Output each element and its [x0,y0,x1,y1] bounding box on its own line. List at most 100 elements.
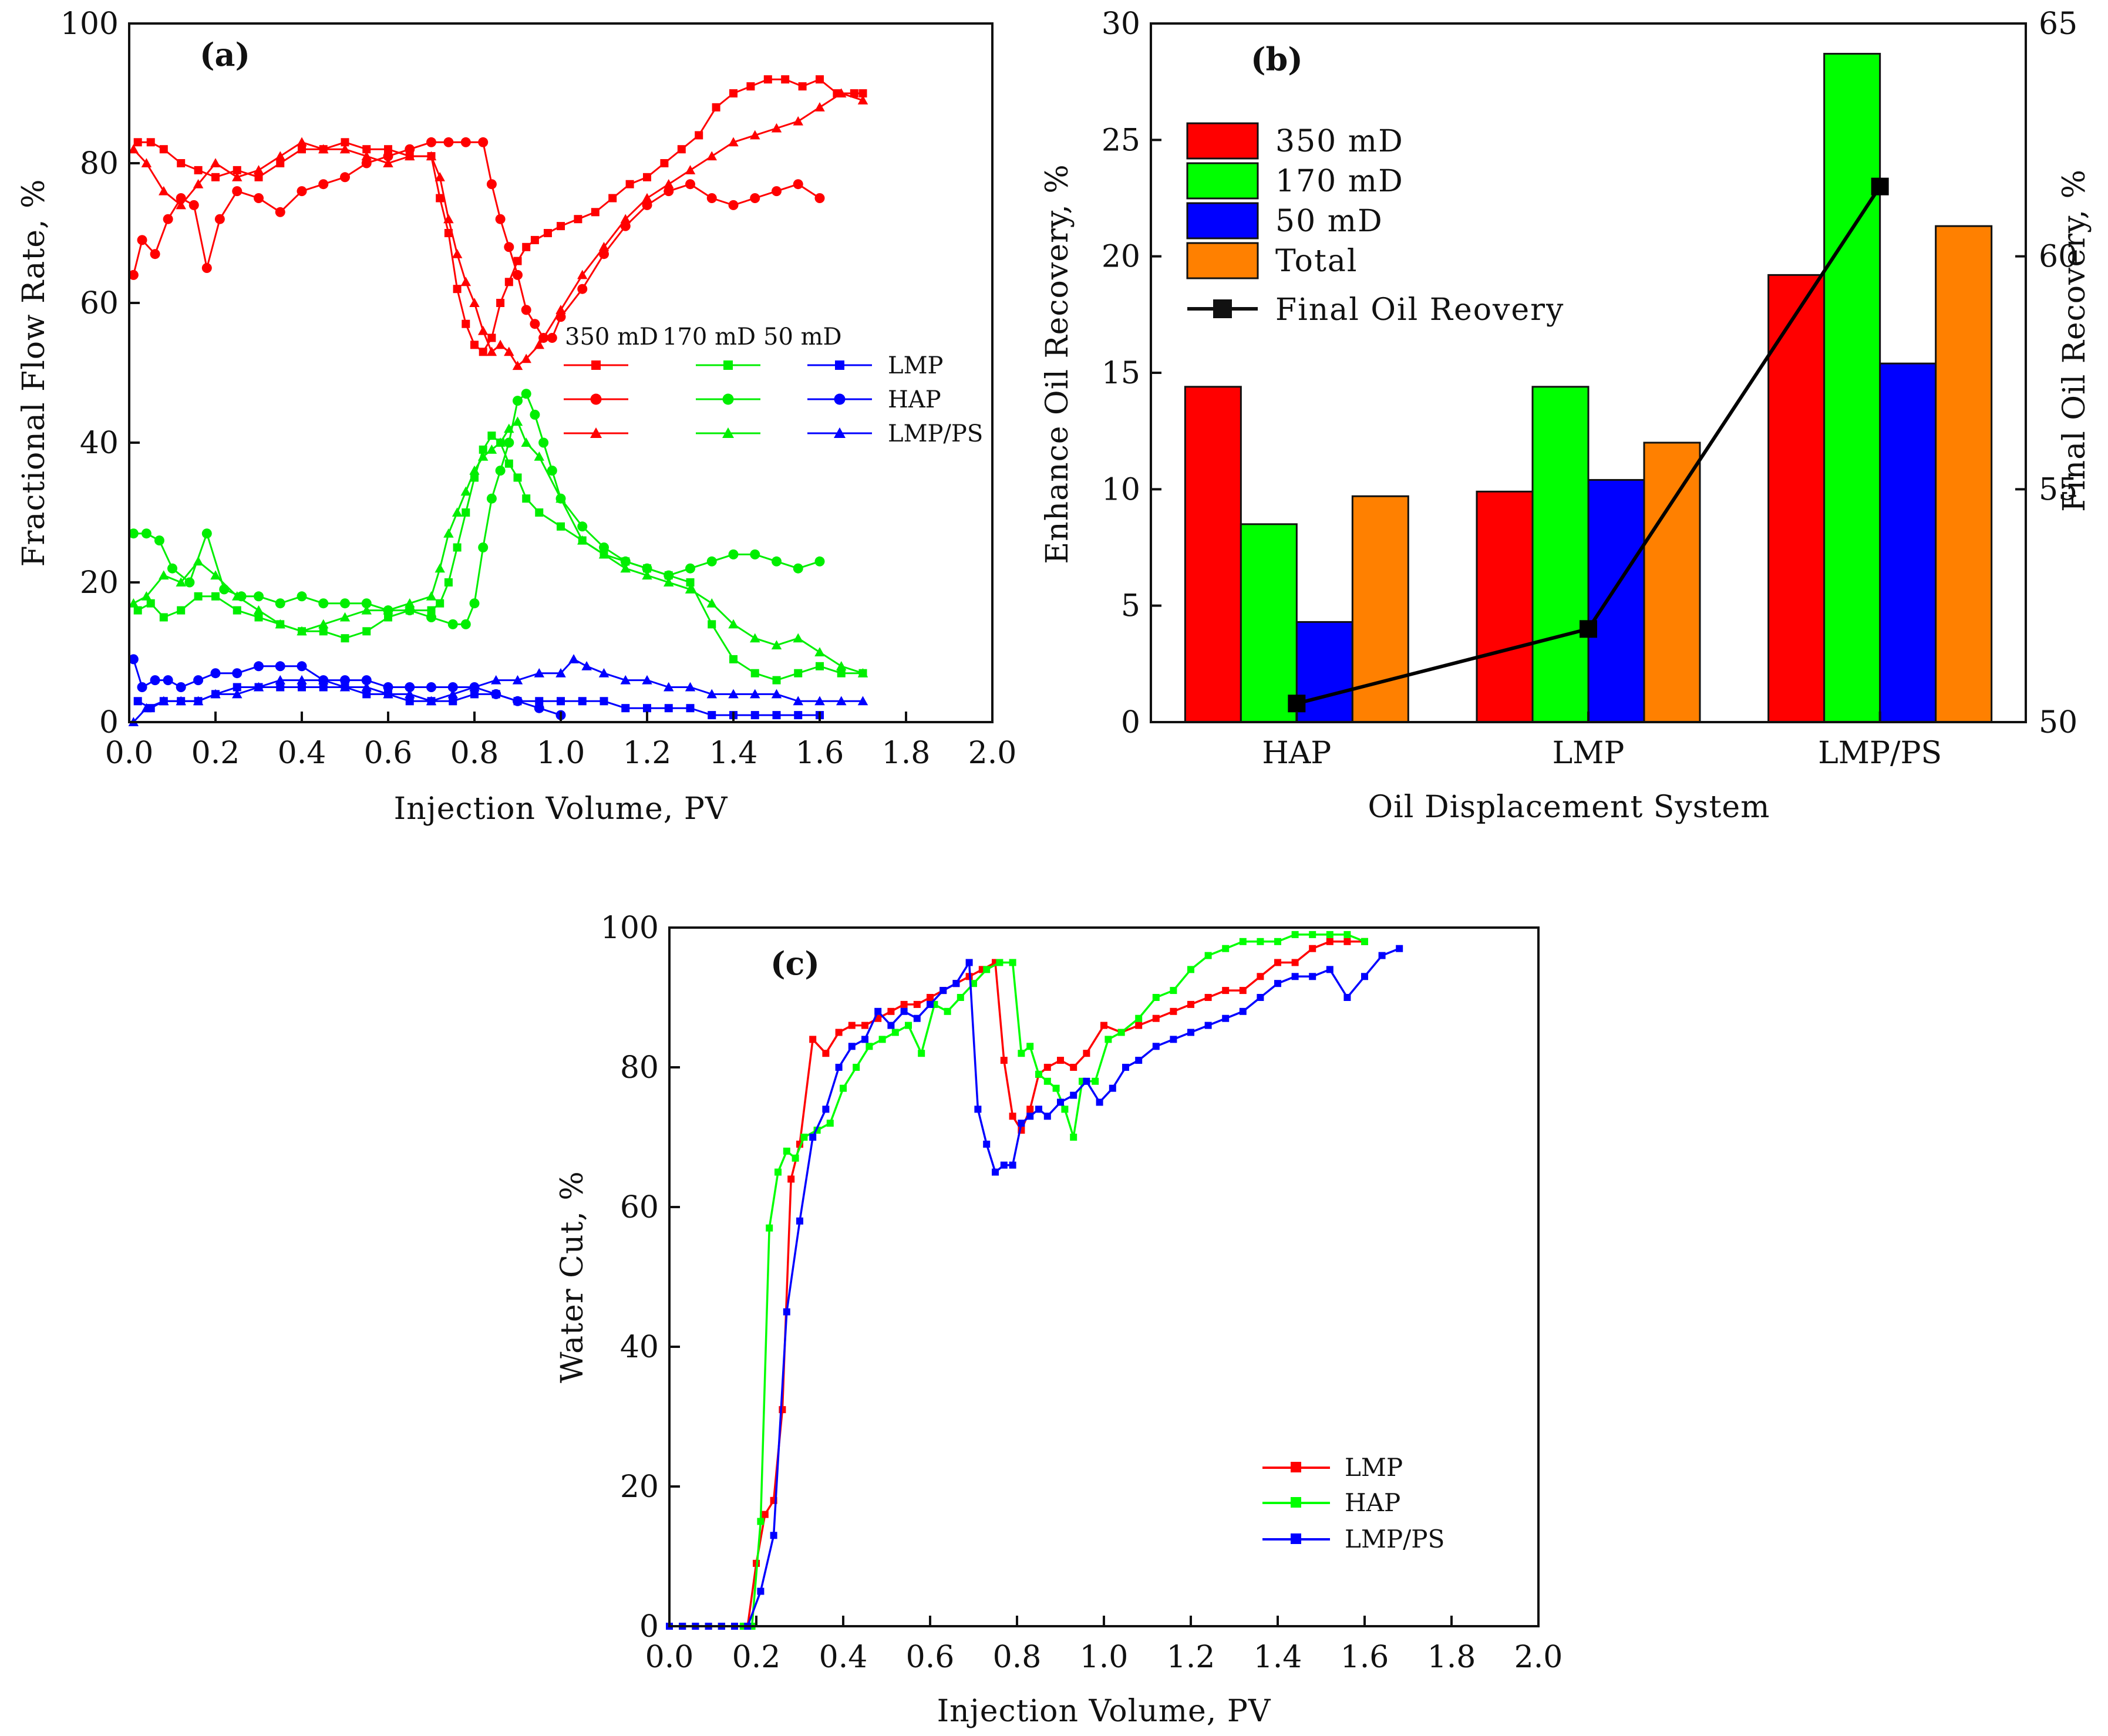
panel-c-line-lmp-ps [669,948,1400,1627]
panel-b-bar-170-md-hap [1240,523,1298,723]
panel-a-point-170-md-hap [521,389,531,399]
panel-a-point-170-md-hap [685,563,695,574]
panel-a-point-170-md-hap [750,549,760,559]
panel-a-point-170-md-lmp [535,508,544,517]
panel-c-point-hap [1222,945,1230,952]
panel-a-legend-marker-50 [835,360,844,370]
panel-a-point-170-md-hap [275,598,285,609]
panel-a-point-170-md-lmp [341,634,349,643]
panel-a-point-350-md-hap [642,200,652,210]
panel-a-point-170-md-lmp-ps [685,584,696,594]
panel-a-point-350-md-lmp [643,173,651,181]
panel-a-point-170-md-lmp [362,627,371,636]
panel-a-point-170-md-hap [141,528,151,539]
panel-c-y-tick-label: 0 [639,1609,659,1644]
panel-c-legend-marker-lmp [1291,1462,1301,1472]
panel-a-point-170-md-lmp [146,599,155,608]
panel-a-point-350-md-hap [460,137,471,147]
panel-a-point-50-md-hap [137,682,147,692]
panel-a-point-50-md-hap [534,703,544,713]
panel-a-point-170-md-lmp-ps [210,570,221,580]
panel-b-legend-line-marker [1213,299,1232,318]
panel-b-x-axis-label: Oil Displacement System [1368,790,1770,825]
panel-a-point-50-md-hap [513,696,523,706]
panel-a-point-350-md-lmp [298,145,306,154]
panel-a-point-350-md-lmp [798,82,807,91]
panel-c-point-hap [957,994,964,1001]
panel-a-point-170-md-lmp [444,578,453,586]
panel-a-point-50-md-lmp [319,683,328,692]
panel-a-point-350-md-lmp-ps [534,339,544,349]
panel-c-tag: (c) [770,945,820,982]
panel-a-point-170-md-lmp [462,508,470,517]
panel-a-point-50-md-lmp-ps [642,675,652,685]
panel-a-point-350-md-lmp-ps [443,214,454,224]
panel-b-final-recovery-line-layer [1288,177,1889,713]
panel-a-point-350-md-lmp [462,319,470,328]
panel-c-point-hap [840,1084,847,1092]
panel-a-point-350-md-lmp-ps [275,151,285,161]
panel-a-point-170-md-lmp [816,662,824,670]
panel-a-tag: (a) [200,36,250,73]
panel-a-point-50-md-lmp-ps [210,689,221,699]
panel-a-point-170-md-hap [478,542,489,552]
panel-a-point-50-md-lmp-ps [318,675,329,685]
panel-a-point-170-md-lmp-ps [383,605,393,615]
panel-c-point-lmp-ps [913,1014,921,1022]
panel-b-legend-label-350: 350 mD [1275,124,1404,159]
panel-a-point-50-md-lmp-ps [141,703,152,713]
panel-a-point-50-md-lmp [298,683,306,692]
panel-a-point-350-md-lmp-ps [577,269,588,279]
panel-a-y-tick-label: 20 [80,565,119,601]
panel-b-bar-50-md-lmp-ps [1879,362,1937,723]
panel-a-point-170-md-lmp-ps [750,633,760,643]
panel-a-point-350-md-lmp [781,75,790,84]
panel-a-point-170-md-lmp [794,669,803,677]
panel-a-line-50-md-lmp [137,686,820,716]
panel-c-point-hap [918,1050,925,1057]
panel-b-bar-350-md-hap [1184,386,1242,723]
panel-c-point-lmp [1135,1022,1143,1029]
panel-b-bar-total-hap [1351,495,1409,723]
panel-a-point-170-md-hap [642,563,652,574]
panel-c-point-hap [1035,1070,1042,1078]
panel-a-point-350-md-lmp [660,159,669,167]
panel-a-point-350-md-hap [150,249,160,259]
panel-a-point-350-md-lmp-ps [460,277,472,286]
panel-c-point-lmp [822,1050,830,1057]
panel-c-x-tick-label: 0.0 [645,1640,694,1675]
panel-a-x-axis-label: Injection Volume, PV [394,791,728,827]
panel-a-point-350-md-lmp-ps [857,95,868,105]
panel-c-point-hap [774,1168,782,1176]
panel-a-point-350-md-hap [340,172,350,183]
panel-a-point-350-md-lmp [487,333,496,342]
panel-a-point-170-md-lmp-ps [405,598,415,608]
panel-c-point-lmp [1083,1050,1090,1057]
panel-c-point-hap [1291,931,1299,938]
panel-c-point-lmp-ps [796,1217,803,1225]
panel-a-point-350-md-lmp-ps [176,200,186,210]
panel-a-point-170-md-lmp [513,473,522,482]
panel-a-point-50-md-lmp [621,704,630,713]
panel-a-point-170-md-lmp-ps [193,556,204,566]
panel-a-point-350-md-hap [495,214,506,224]
panel-a-point-170-md-hap [814,556,825,567]
panel-a-point-170-md-lmp-ps [318,619,329,629]
panel-a-point-170-md-hap [297,591,307,602]
panel-a-point-350-md-hap [275,207,285,217]
panel-a-point-170-md-lmp [233,606,241,615]
panel-a-point-350-md-hap [478,137,489,147]
panel-c-point-lmp [1257,973,1264,980]
panel-a-point-350-md-hap [577,284,588,294]
panel-c-point-lmp [1043,1064,1051,1071]
panel-c-point-lmp [1239,987,1247,995]
panel-a-point-170-md-lmp-ps [253,605,264,615]
panel-c-legend-marker-lmp-ps [1291,1533,1301,1544]
panel-b-bar-170-md-lmp [1531,386,1590,723]
panel-c-point-lmp [1070,1064,1077,1071]
panel-c-x-tick-label: 0.2 [732,1640,781,1675]
panel-c-point-hap [970,980,977,987]
panel-a-point-170-md-hap [361,598,372,609]
panel-c-point-lmp [1222,987,1230,995]
